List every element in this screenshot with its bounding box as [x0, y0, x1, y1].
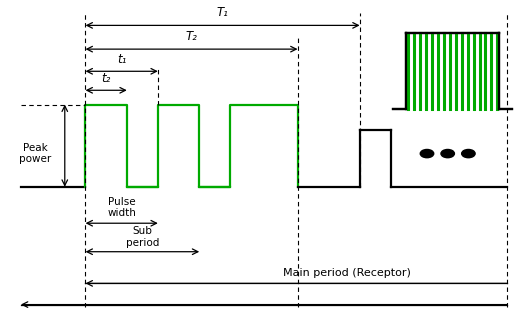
Text: Peak
power: Peak power [19, 143, 51, 164]
Text: Pulse
width: Pulse width [107, 197, 136, 218]
Text: T₁: T₁ [216, 6, 229, 19]
Text: Main period (Receptor): Main period (Receptor) [283, 268, 411, 278]
Text: T₂: T₂ [186, 30, 197, 43]
Circle shape [441, 150, 455, 158]
Text: Sub
period: Sub period [126, 226, 159, 248]
Text: t₂: t₂ [101, 72, 111, 85]
Circle shape [461, 150, 475, 158]
Circle shape [420, 150, 433, 158]
Text: t₁: t₁ [117, 53, 126, 66]
